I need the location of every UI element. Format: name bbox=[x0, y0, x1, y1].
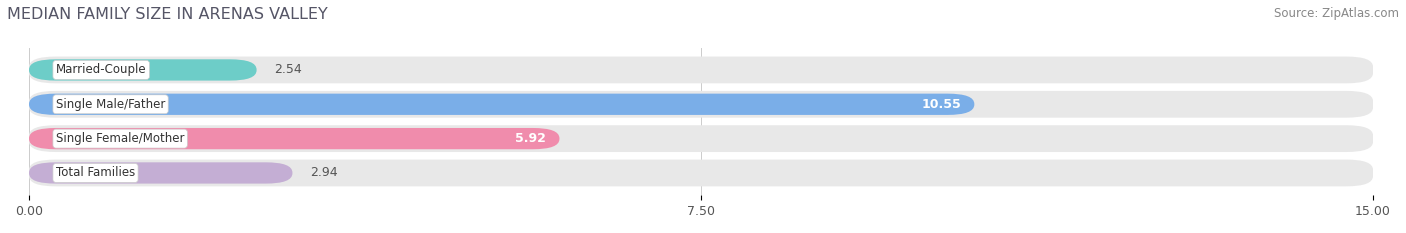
Text: 2.94: 2.94 bbox=[311, 166, 337, 179]
Text: MEDIAN FAMILY SIZE IN ARENAS VALLEY: MEDIAN FAMILY SIZE IN ARENAS VALLEY bbox=[7, 7, 328, 22]
FancyBboxPatch shape bbox=[30, 160, 1374, 186]
FancyBboxPatch shape bbox=[30, 57, 1374, 83]
Text: 10.55: 10.55 bbox=[921, 98, 960, 111]
Text: 2.54: 2.54 bbox=[274, 63, 302, 76]
FancyBboxPatch shape bbox=[30, 94, 974, 115]
FancyBboxPatch shape bbox=[30, 59, 256, 81]
FancyBboxPatch shape bbox=[30, 125, 1374, 152]
Text: Single Male/Father: Single Male/Father bbox=[56, 98, 166, 111]
FancyBboxPatch shape bbox=[30, 128, 560, 149]
Text: Married-Couple: Married-Couple bbox=[56, 63, 146, 76]
Text: Total Families: Total Families bbox=[56, 166, 135, 179]
Text: Single Female/Mother: Single Female/Mother bbox=[56, 132, 184, 145]
FancyBboxPatch shape bbox=[30, 91, 1374, 118]
Text: Source: ZipAtlas.com: Source: ZipAtlas.com bbox=[1274, 7, 1399, 20]
Text: 5.92: 5.92 bbox=[515, 132, 546, 145]
FancyBboxPatch shape bbox=[30, 162, 292, 184]
